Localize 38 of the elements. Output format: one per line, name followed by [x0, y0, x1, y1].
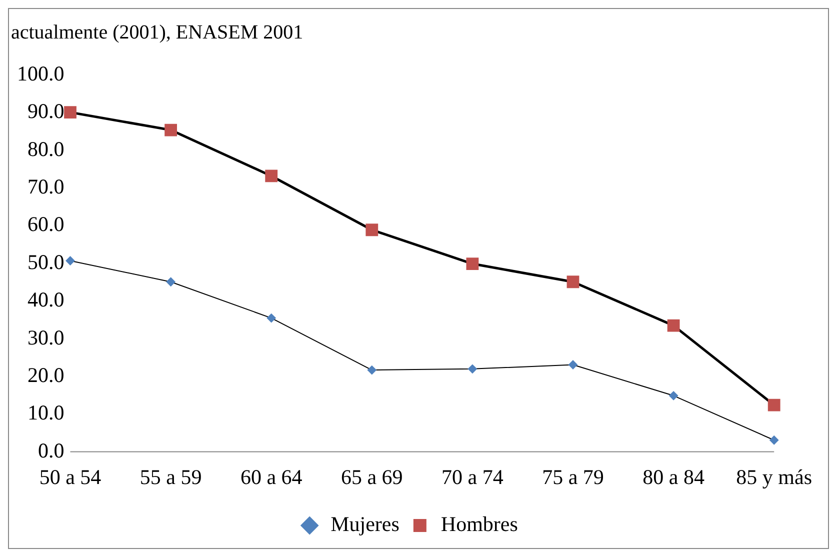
y-tick-label: 70.0 [28, 174, 64, 199]
point [669, 391, 678, 400]
x-tick-label: 65 a 69 [340, 464, 403, 489]
point [66, 256, 75, 266]
x-tick-label: 85 y más [736, 464, 812, 489]
point [667, 319, 680, 332]
x-tick-label: 75 a 79 [542, 464, 604, 489]
legend-label: Mujeres [330, 512, 400, 536]
point [266, 314, 276, 323]
x-tick-label: 55 a 59 [140, 464, 202, 489]
point [468, 364, 477, 374]
y-tick-label: 20.0 [28, 362, 64, 387]
y-tick-label: 100.0 [17, 62, 64, 86]
x-tick-label: 60 a 64 [240, 464, 303, 489]
y-tick-label: 0.0 [38, 438, 64, 462]
y-tick-label: 40.0 [28, 288, 64, 312]
y-tick-label: 80.0 [28, 136, 64, 161]
point [768, 398, 780, 412]
y-tick-label: 90.0 [28, 99, 64, 124]
y-tick-label: 50.0 [28, 250, 64, 274]
point [466, 258, 479, 270]
point [164, 124, 177, 136]
point [770, 436, 779, 445]
point [367, 366, 376, 375]
y-tick-label: 60.0 [28, 212, 64, 236]
point [366, 224, 378, 236]
y-tick-label: 30.0 [28, 325, 64, 350]
point [64, 106, 76, 119]
x-tick-label: 80 a 84 [642, 464, 705, 489]
chart-title: actualmente (2001), ENASEM 2001 [11, 21, 304, 44]
point [166, 277, 176, 286]
point [568, 360, 578, 370]
x-tick-label: 70 a 74 [442, 464, 504, 489]
point [265, 170, 278, 182]
point [566, 276, 580, 288]
x-tick-label: 50 a 54 [39, 464, 102, 489]
y-tick-label: 10.0 [28, 400, 64, 425]
legend-label: Hombres [440, 512, 518, 536]
